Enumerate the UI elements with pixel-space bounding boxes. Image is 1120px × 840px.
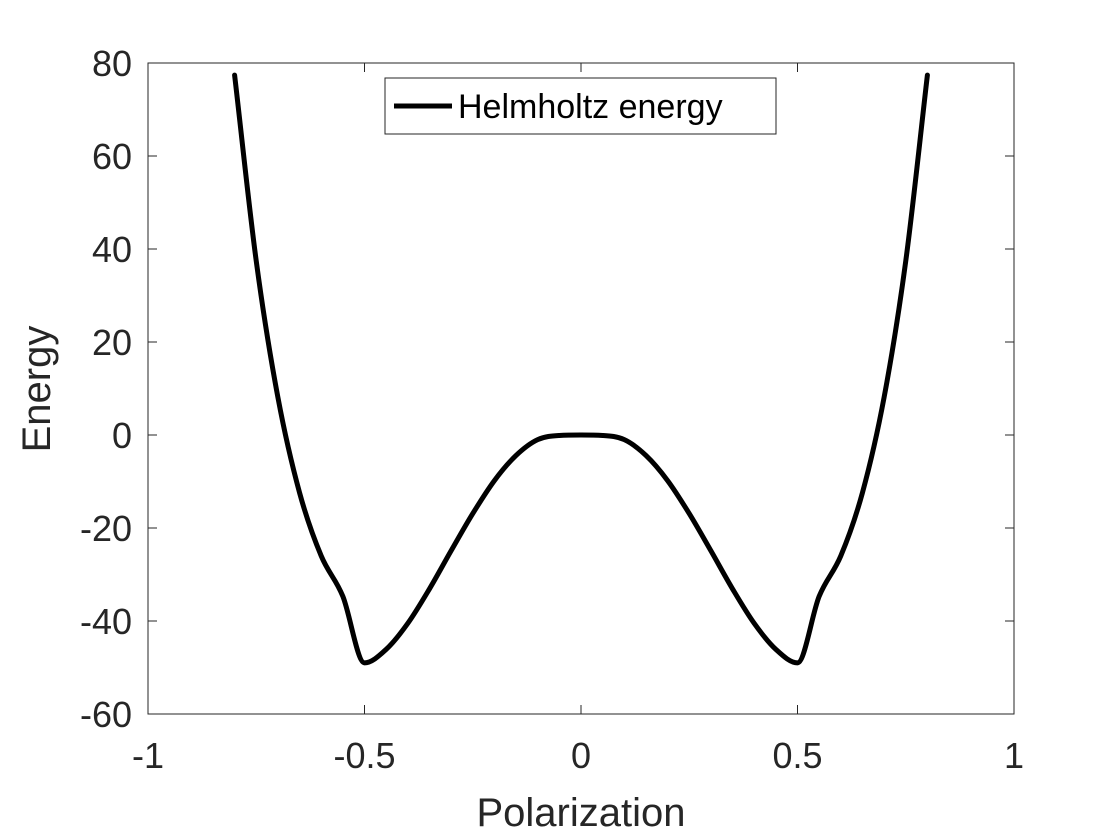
y-tick-label: -40 (80, 601, 132, 642)
x-tick-label: -0.5 (333, 735, 395, 776)
series-line-helmholtz-energy (232, 72, 930, 666)
x-tick-label: 0.5 (772, 735, 822, 776)
x-tick-label: -1 (132, 735, 164, 776)
x-tick-label: 1 (1004, 735, 1024, 776)
y-tick-label: 0 (112, 415, 132, 456)
y-tick-label: 40 (92, 229, 132, 270)
legend: Helmholtz energy (384, 77, 777, 135)
x-axis: -1 -0.5 0 0.5 1 (132, 63, 1024, 776)
legend-label: Helmholtz energy (458, 88, 723, 126)
x-axis-label: Polarization (476, 791, 685, 835)
y-axis-label: Energy (15, 326, 59, 453)
y-tick-label: -60 (80, 694, 132, 735)
y-tick-label: -20 (80, 508, 132, 549)
y-tick-label: 20 (92, 322, 132, 363)
y-axis: -60 -40 -20 0 20 40 60 80 (80, 43, 1014, 735)
x-tick-label: 0 (571, 735, 591, 776)
plot-area (147, 62, 1015, 715)
y-tick-label: 80 (92, 43, 132, 84)
y-tick-label: 60 (92, 136, 132, 177)
